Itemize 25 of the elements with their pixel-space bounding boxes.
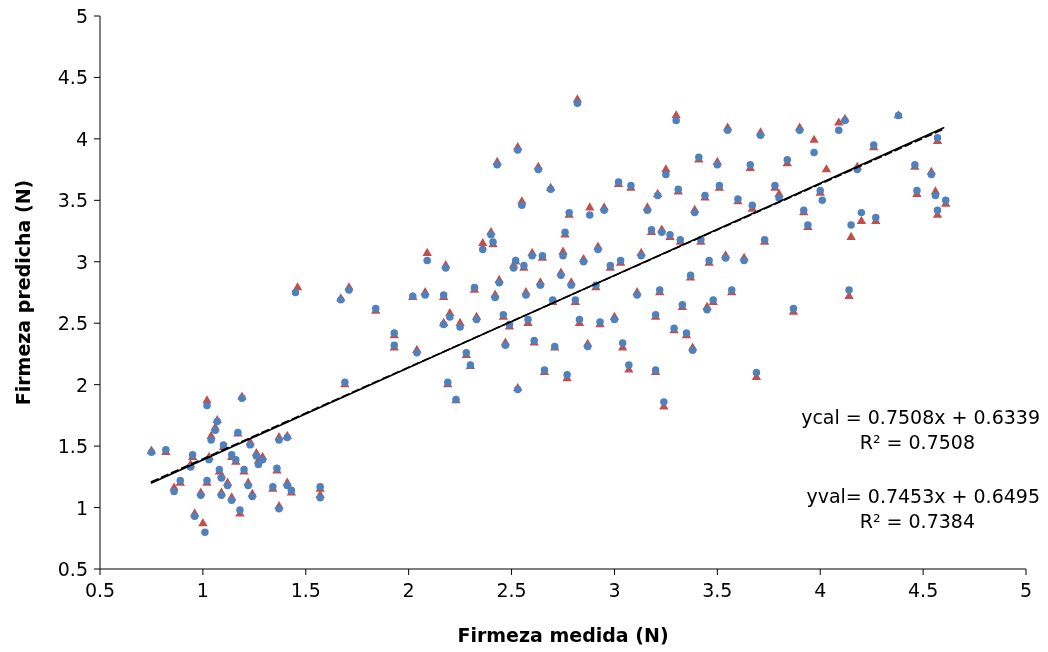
y-tick-label: 5 [75, 5, 88, 27]
annotation: R² = 0.7384 [859, 510, 975, 532]
annotation: yval= 0.7453x + 0.6495 [806, 485, 1040, 507]
x-tick-label: 2 [402, 579, 415, 601]
y-tick-label: 1.5 [57, 435, 88, 458]
x-tick-label: 3.5 [702, 579, 733, 601]
y-axis-title: Firmeza predicha (N) [12, 179, 34, 406]
y-tick-label: 4.5 [57, 66, 88, 89]
x-tick-label: 2.5 [496, 579, 527, 601]
y-tick-label: 3.5 [57, 189, 88, 212]
y-tick-label: 0.5 [57, 558, 88, 580]
y-tick-label: 3 [75, 250, 88, 273]
x-tick-label: 4 [814, 579, 827, 601]
x-axis-title: Firmeza medida (N) [457, 624, 669, 646]
y-tick-label: 2.5 [57, 312, 88, 335]
y-tick-label: 2 [75, 373, 88, 396]
annotation: R² = 0.7508 [859, 431, 975, 453]
y-tick-label: 1 [75, 496, 88, 519]
x-tick-label: 3 [608, 579, 621, 601]
annotation: ycal = 0.7508x + 0.6339 [801, 406, 1040, 428]
y-tick-label: 4 [75, 127, 88, 150]
x-tick-label: 1.5 [290, 579, 321, 601]
x-tick-label: 4.5 [908, 579, 939, 601]
x-tick-label: 1 [196, 579, 209, 601]
x-tick-label: 5 [1019, 579, 1033, 601]
